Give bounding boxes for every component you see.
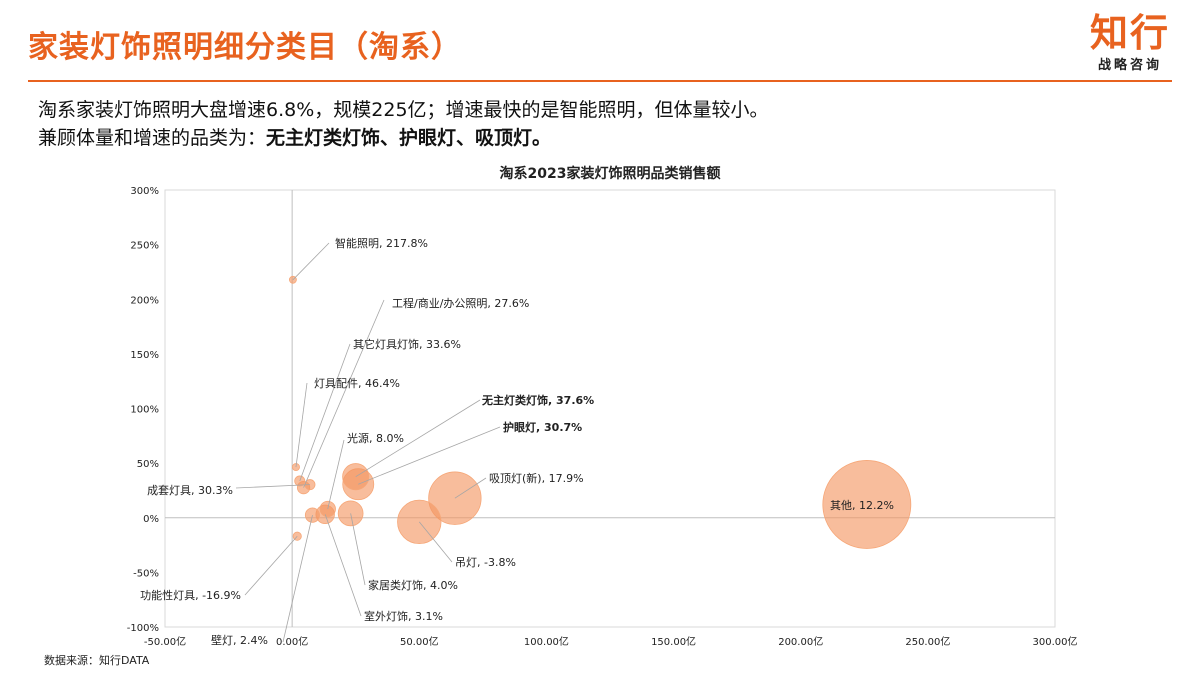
summary-text: 淘系家装灯饰照明大盘增速6.8%，规模225亿；增速最快的是智能照明，但体量较小… — [38, 96, 769, 152]
leader-line — [303, 299, 385, 488]
summary-line-2: 兼顾体量和增速的品类为：无主灯类灯饰、护眼灯、吸顶灯。 — [38, 124, 769, 152]
leader-line — [324, 514, 362, 617]
brand-logo: 知行 战略咨询 — [1090, 12, 1170, 73]
data-label: 室外灯饰, 3.1% — [364, 609, 443, 623]
data-label: 家居类灯饰, 4.0% — [368, 578, 458, 592]
y-tick-label: 150% — [130, 350, 159, 361]
x-tick-label: 0.00亿 — [276, 635, 308, 648]
y-tick-label: 100% — [130, 405, 159, 416]
data-source-note: 数据来源：知行DATA — [44, 654, 150, 667]
y-tick-label: 50% — [137, 459, 159, 470]
logo-main-text: 知行 — [1089, 11, 1170, 55]
leader-line — [295, 382, 308, 468]
bubble-point — [304, 507, 321, 523]
plot-frame — [164, 189, 1056, 628]
y-tick-label: 300% — [130, 186, 159, 197]
data-label: 壁灯, 2.4% — [211, 633, 268, 647]
x-tick-label: 100.00亿 — [524, 635, 569, 648]
leader-line — [282, 515, 313, 643]
data-label: 成套灯具, 30.3% — [147, 484, 233, 497]
data-label: 吊灯, -3.8% — [455, 556, 516, 569]
leader-line — [244, 535, 298, 596]
x-tick-label: 250.00亿 — [905, 635, 950, 648]
leader-line — [418, 521, 453, 563]
x-tick-label: -50.00亿 — [144, 635, 186, 648]
summary-line-2-highlight: 无主灯类灯饰、护眼灯、吸顶灯。 — [266, 127, 552, 149]
leader-line — [235, 484, 310, 489]
x-tick-label: 150.00亿 — [651, 635, 696, 648]
leader-line — [292, 242, 330, 281]
x-tick-label: 50.00亿 — [400, 635, 439, 648]
x-tick-label: 200.00亿 — [778, 635, 823, 648]
summary-line-1: 淘系家装灯饰照明大盘增速6.8%，规模225亿；增速最快的是智能照明，但体量较小… — [38, 99, 769, 121]
leader-line — [454, 477, 487, 499]
page-title: 家装灯饰照明细分类目（淘系） — [28, 30, 462, 65]
leader-line — [299, 343, 351, 482]
summary-line-2-prefix: 兼顾体量和增速的品类为： — [38, 127, 267, 149]
leader-line — [350, 513, 366, 586]
data-label: 其他, 12.2% — [830, 499, 894, 512]
bubble-point — [822, 460, 912, 549]
data-label: 光源, 8.0% — [347, 431, 404, 445]
y-tick-label: 0% — [143, 514, 159, 525]
data-label: 灯具配件, 46.4% — [314, 377, 400, 390]
y-tick-label: -50% — [133, 568, 159, 579]
bubble-chart: 淘系2023家装灯饰照明品类销售额 -100% -50% 0% 50% 100% 150% 2… — [127, 165, 1078, 648]
logo-sub-text: 战略咨询 — [1097, 58, 1162, 73]
data-label: 智能照明, 217.8% — [335, 236, 428, 250]
chart-title: 淘系2023家装灯饰照明品类销售额 — [500, 165, 721, 182]
leader-line — [358, 426, 501, 485]
y-tick-label: -100% — [127, 623, 159, 634]
data-label: 工程/商业/办公照明, 27.6% — [392, 296, 529, 310]
data-label: 吸顶灯(新), 17.9% — [489, 471, 584, 485]
data-label: 护眼灯, 30.7% — [503, 420, 582, 434]
data-label: 其它灯具灯饰, 33.6% — [353, 337, 461, 351]
data-label: 无主灯类灯饰, 37.6% — [481, 393, 594, 407]
x-tick-label: 300.00亿 — [1033, 635, 1078, 648]
y-tick-label: 250% — [130, 241, 159, 252]
leader-line — [327, 439, 345, 510]
title-divider — [28, 80, 1172, 82]
data-label: 功能性灯具, -16.9% — [140, 588, 241, 602]
y-tick-label: 200% — [130, 295, 159, 306]
leader-line — [355, 399, 481, 478]
